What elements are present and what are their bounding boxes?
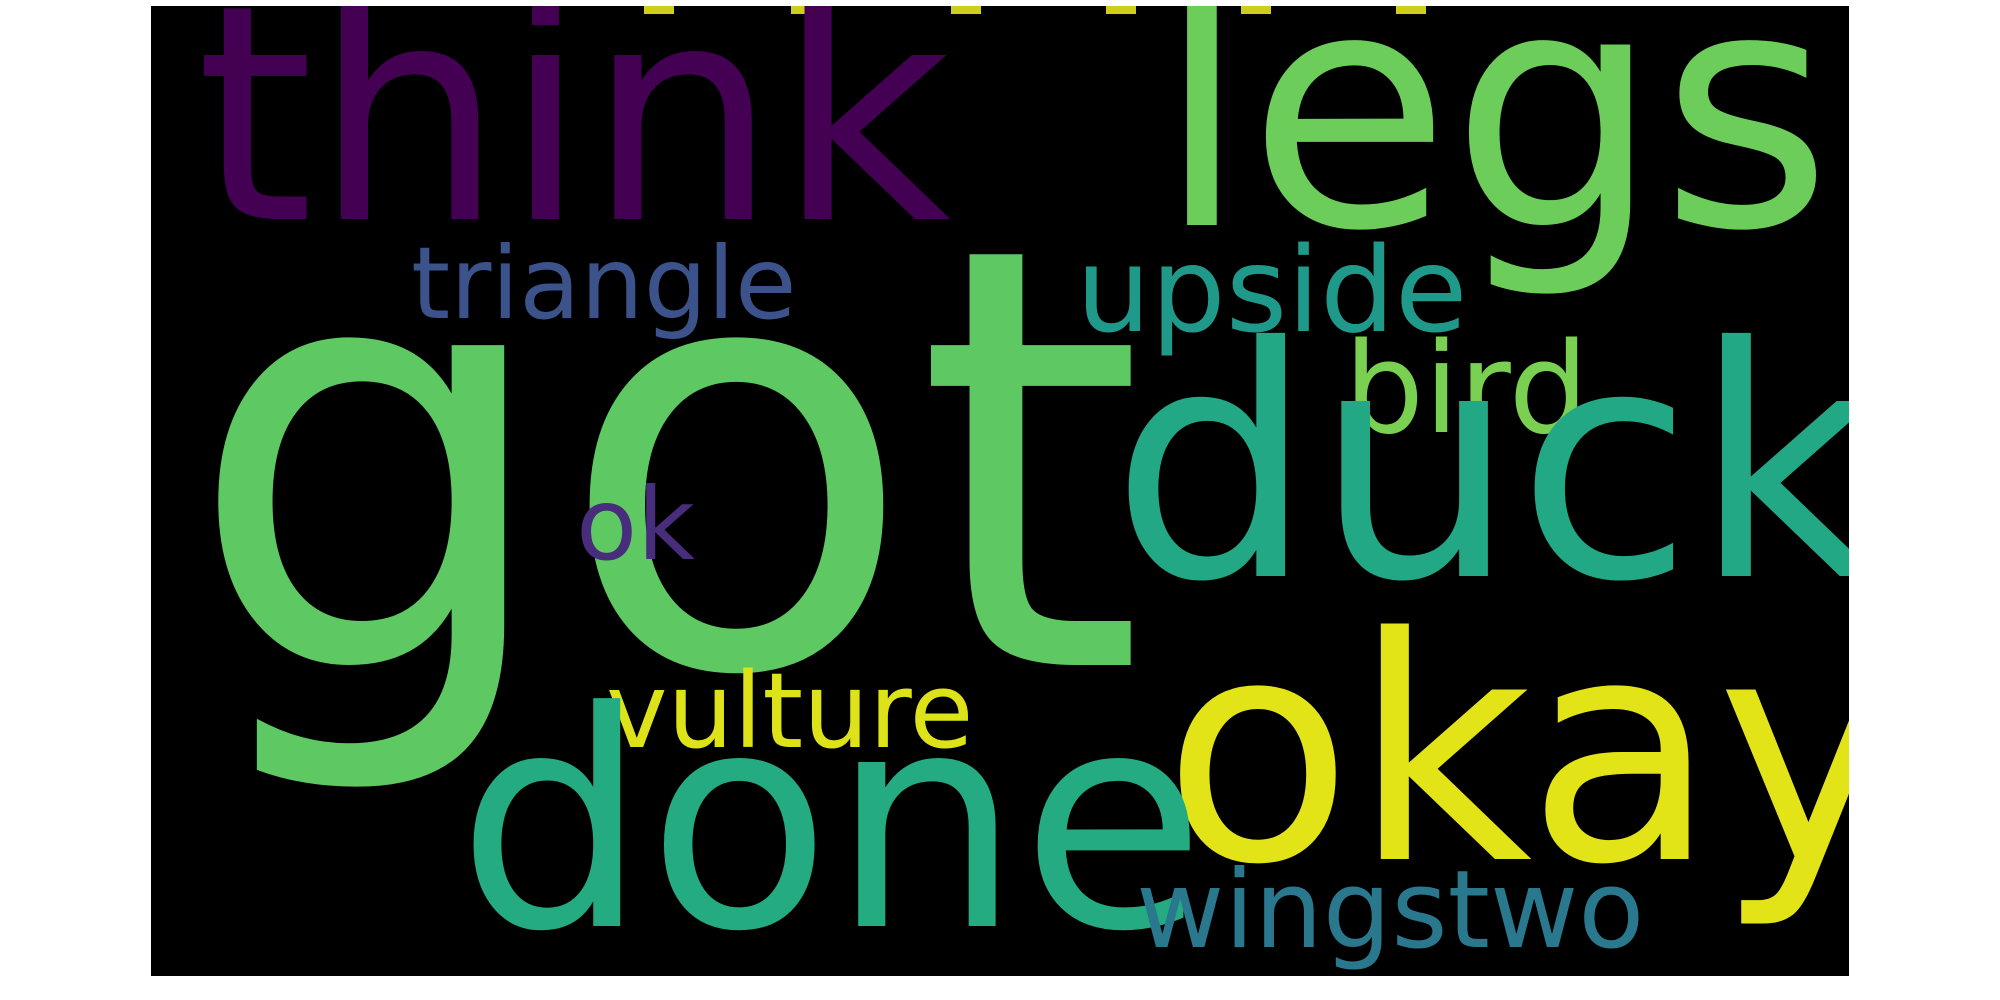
word-okay: okay — [1163, 572, 1849, 933]
clipped-word-fragment — [1396, 6, 1426, 14]
clipped-word-fragment — [951, 6, 981, 14]
clipped-word-fragment — [1241, 6, 1271, 14]
word-vulture: vulture — [606, 650, 974, 772]
clipped-word-fragment — [1106, 6, 1136, 14]
word-duck: duck — [1111, 280, 1849, 652]
clipped-word-fragment — [644, 6, 674, 14]
word-legs: legs — [1156, 6, 1833, 303]
word-ok: ok — [576, 466, 696, 583]
wordcloud-canvas: think legs triangle upside bird got ok d… — [151, 6, 1849, 976]
word-bird: bird — [1344, 315, 1589, 462]
word-done: done — [457, 648, 1206, 976]
word-triangle: triangle — [411, 225, 797, 342]
word-think: think — [196, 6, 951, 290]
word-wingstwo: wingstwo — [1136, 848, 1645, 973]
clipped-word-fragment — [791, 6, 821, 14]
word-got: got — [186, 122, 1145, 803]
word-upside: upside — [1076, 221, 1468, 359]
